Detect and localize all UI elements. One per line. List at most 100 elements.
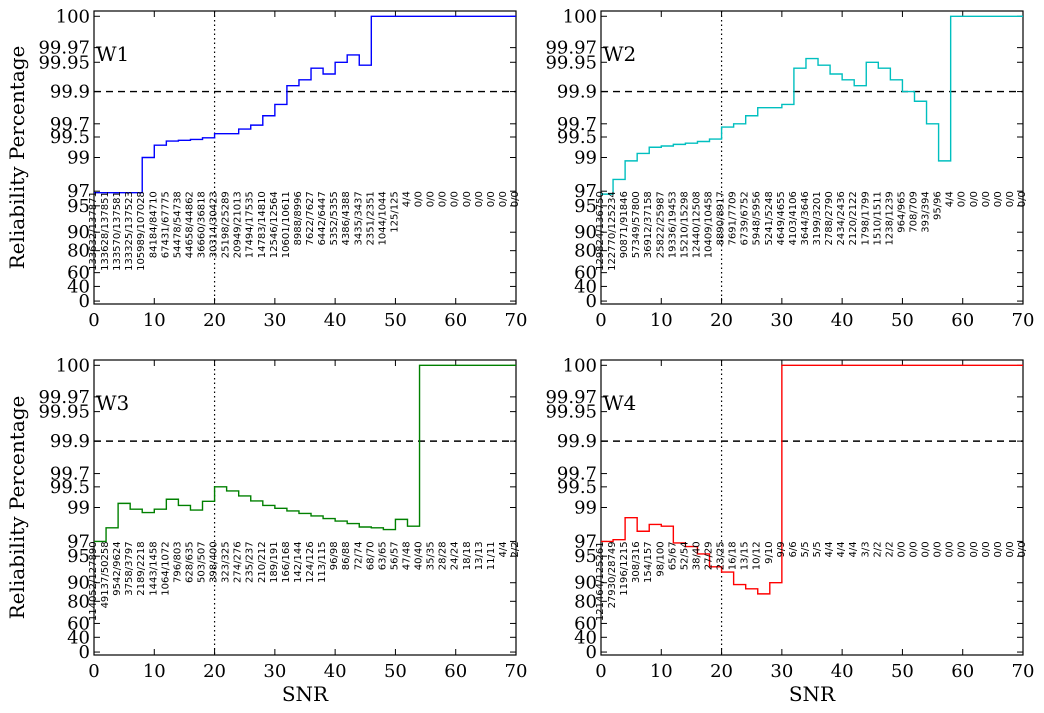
y-tick-label: 100	[563, 6, 597, 27]
count-label: 38/40	[691, 541, 702, 570]
x-tick-label: 20	[710, 661, 733, 682]
count-label: 0/0	[957, 191, 968, 207]
count-label: 54478/54738	[172, 191, 183, 258]
count-label: 2/2	[884, 541, 895, 557]
count-label: 124/126	[305, 541, 316, 583]
count-label: 86/88	[341, 541, 352, 570]
plot-frame	[600, 10, 1024, 305]
count-label: 8890/8917	[716, 191, 727, 245]
count-label: 4/4	[824, 541, 835, 557]
count-label: 18/18	[462, 541, 473, 570]
count-label: 142/144	[293, 541, 304, 583]
count-label: 708/709	[908, 191, 919, 233]
y-tick-label: 40	[67, 276, 90, 297]
count-label: 2351/2351	[365, 191, 376, 245]
count-label: 274/276	[233, 541, 244, 583]
count-label: 47/48	[401, 541, 412, 570]
count-label: 95/96	[933, 191, 944, 220]
x-tick-label: 70	[505, 661, 528, 682]
series-line	[94, 364, 516, 543]
count-label: 24/24	[450, 541, 461, 570]
y-tick-label: 80	[574, 591, 597, 612]
y-tick-label: 95	[67, 196, 90, 217]
count-label: 0/0	[896, 541, 907, 557]
count-label: 0/0	[908, 541, 919, 557]
count-label: 9/10	[764, 541, 775, 563]
count-label: 2/2	[872, 541, 883, 557]
count-label: 1238/1239	[884, 191, 895, 245]
y-tick-label: 99.5	[50, 127, 90, 148]
panel-label: W1	[96, 42, 129, 66]
count-label: 1510/1511	[872, 191, 883, 245]
count-label: 7622/7627	[305, 191, 316, 245]
y-tick-label: 99	[574, 148, 597, 169]
y-tick-label: 99	[67, 498, 90, 519]
x-tick-label: 40	[324, 310, 347, 331]
x-tick-label: 50	[384, 661, 407, 682]
x-tick-label: 40	[831, 661, 854, 682]
count-label: 5352/5355	[329, 191, 340, 245]
count-label: 10601/10611	[281, 191, 292, 258]
count-label: 0/0	[993, 541, 1004, 557]
x-tick-label: 0	[88, 310, 99, 331]
y-tick-label: 0	[79, 291, 90, 312]
y-tick-label: 90	[67, 573, 90, 594]
count-label: 129824/136750	[595, 191, 606, 271]
count-label: 4649/4655	[776, 191, 787, 245]
x-axis-title: SNR	[789, 682, 836, 706]
count-label: 0/0	[1005, 191, 1016, 207]
x-tick-label: 10	[143, 661, 166, 682]
count-label: 25198/25289	[221, 191, 232, 258]
y-tick-label: 0	[586, 642, 597, 663]
count-label: 56/57	[389, 541, 400, 570]
count-label: 133570/137581	[112, 191, 123, 271]
count-label: 68/70	[365, 541, 376, 570]
count-label: 10/12	[752, 541, 763, 570]
x-tick-label: 0	[595, 310, 606, 331]
y-tick-label: 99.97	[38, 38, 90, 59]
count-label: 49137/50258	[100, 541, 111, 608]
y-tick-label: 99.5	[50, 477, 90, 498]
count-label: 2120/2122	[848, 191, 859, 245]
count-label: 14783/14810	[257, 191, 268, 258]
x-tick-label: 30	[263, 310, 286, 331]
panel-label: W2	[603, 42, 636, 66]
y-tick-label: 99.7	[557, 464, 597, 485]
count-label: 1196/1215	[619, 541, 630, 595]
count-label: 0/0	[921, 541, 932, 557]
count-label: 13/13	[474, 541, 485, 570]
count-label: 15210/15298	[679, 191, 690, 258]
x-tick-label: 30	[770, 310, 793, 331]
count-label: 113/115	[317, 541, 328, 583]
count-label: 52/54	[679, 541, 690, 570]
count-label: 1443/1458	[148, 541, 159, 595]
y-tick-label: 97	[574, 181, 597, 202]
count-label: 0/0	[957, 541, 968, 557]
count-label: 0/0	[474, 191, 485, 207]
count-label: 1798/1799	[860, 191, 871, 245]
y-tick-label: 99.9	[50, 431, 90, 452]
x-tick-label: 70	[1012, 661, 1035, 682]
count-label: 133632/137871	[88, 191, 99, 271]
count-label: 393/394	[921, 191, 932, 233]
panel-w3: 0 10 20 30 40 50 60 7004060809095979999.599.799…	[5, 355, 527, 706]
x-tick-label: 20	[203, 661, 226, 682]
x-tick-label: 60	[951, 310, 974, 331]
y-tick-label: 0	[586, 291, 597, 312]
y-tick-label: 95	[574, 196, 597, 217]
count-label: 4/4	[836, 541, 847, 557]
count-label: 154/157	[643, 541, 654, 583]
x-tick-label: 60	[951, 661, 974, 682]
y-tick-label: 80	[574, 241, 597, 262]
count-label: 4103/4106	[788, 191, 799, 245]
count-label: 3/3	[860, 541, 871, 557]
count-label: 67431/67775	[160, 191, 171, 258]
x-tick-label: 20	[710, 310, 733, 331]
count-label: 16/18	[728, 541, 739, 570]
x-axis-title: SNR	[282, 682, 329, 706]
count-label: 12440/12508	[691, 191, 702, 258]
count-label: 0/0	[486, 191, 497, 207]
y-tick-label: 99.5	[557, 477, 597, 498]
count-label: 210/212	[257, 541, 268, 583]
